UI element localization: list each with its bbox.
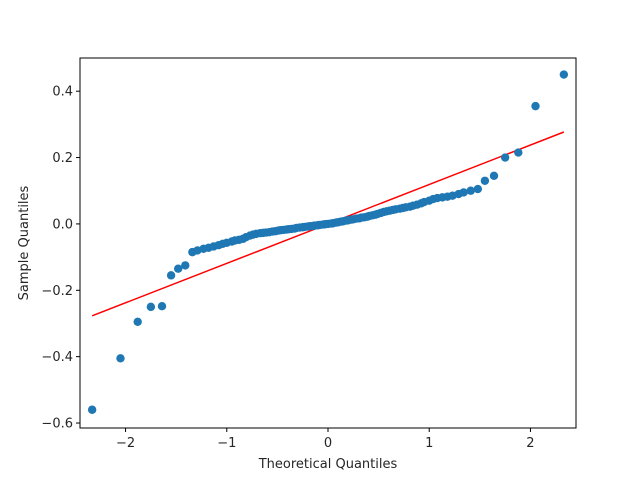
data-point xyxy=(489,171,499,181)
data-point xyxy=(133,317,142,327)
x-axis-ticks: −2 −1 0 1 2 xyxy=(116,428,535,451)
y-tick-label: −0.6 xyxy=(41,417,73,432)
data-point xyxy=(459,188,468,197)
data-point xyxy=(173,264,183,273)
data-point xyxy=(157,302,167,311)
y-tick-label: 0.2 xyxy=(52,151,73,166)
data-point xyxy=(116,354,125,363)
plot-area xyxy=(80,58,576,428)
points-layer xyxy=(87,70,569,414)
y-tick-label: −0.4 xyxy=(41,350,73,365)
data-point xyxy=(146,302,156,312)
y-axis-label: Sample Quantiles xyxy=(17,185,32,300)
data-point xyxy=(166,271,176,280)
y-tick-label: 0.4 xyxy=(52,85,73,100)
x-tick-label: 1 xyxy=(425,436,433,451)
x-tick-label: −2 xyxy=(116,436,135,451)
y-tick-label: 0.0 xyxy=(52,217,73,232)
data-point xyxy=(466,186,475,195)
data-point xyxy=(559,70,569,79)
y-axis-ticks: −0.6 −0.4 −0.2 0.0 0.2 0.4 xyxy=(41,85,80,432)
y-tick-label: −0.2 xyxy=(41,284,73,299)
data-point xyxy=(480,176,490,185)
x-tick-label: 2 xyxy=(526,436,534,451)
data-point xyxy=(87,405,97,414)
x-tick-label: −1 xyxy=(217,436,236,451)
data-point xyxy=(500,153,510,162)
data-point xyxy=(473,184,483,194)
data-point xyxy=(181,261,190,270)
x-axis-label: Theoretical Quantiles xyxy=(258,457,398,472)
x-tick-label: 0 xyxy=(324,436,332,451)
data-point xyxy=(514,148,523,157)
data-point xyxy=(531,101,540,111)
